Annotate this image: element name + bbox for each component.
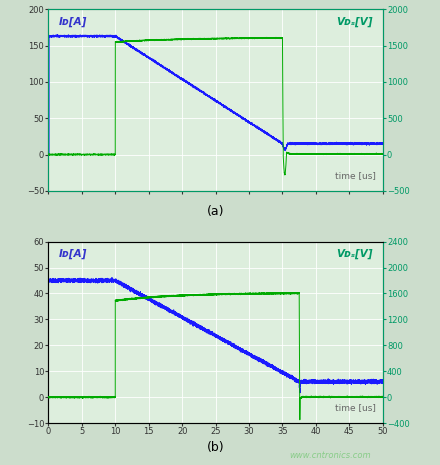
Text: Iᴅ[A]: Iᴅ[A] — [59, 249, 87, 259]
Text: Iᴅ[A]: Iᴅ[A] — [59, 17, 87, 27]
Text: (a): (a) — [207, 206, 224, 219]
Text: Vᴅₛ[V]: Vᴅₛ[V] — [336, 17, 373, 27]
Text: time [us]: time [us] — [335, 171, 376, 180]
Text: time [us]: time [us] — [335, 403, 376, 412]
Text: www.cntronics.com: www.cntronics.com — [289, 452, 371, 460]
Text: Vᴅₛ[V]: Vᴅₛ[V] — [336, 249, 373, 259]
Text: (b): (b) — [207, 441, 224, 454]
